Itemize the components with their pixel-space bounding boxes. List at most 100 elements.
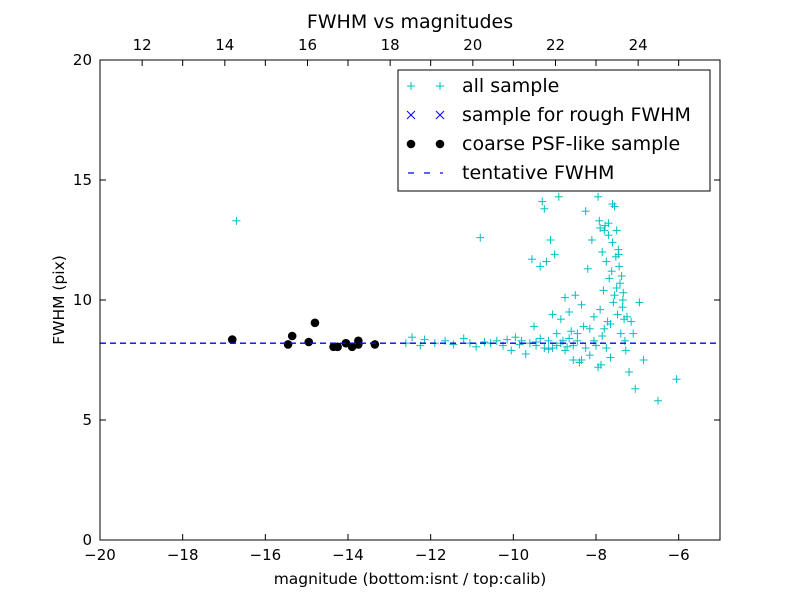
psf-like-point — [310, 318, 320, 328]
all-sample-point — [618, 303, 627, 312]
chart-title: FWHM vs magnitudes — [307, 11, 513, 33]
top-x-tick-label: 20 — [463, 36, 482, 54]
all-sample-point — [600, 324, 609, 333]
all-sample-point — [546, 236, 555, 244]
y-axis-title: FWHM (pix) — [50, 255, 68, 345]
x-tick-label: −6 — [668, 546, 690, 564]
all-sample-point — [561, 346, 569, 355]
all-sample-point — [544, 336, 553, 345]
all-sample-point — [614, 250, 623, 259]
legend-label: coarse PSF-like sample — [462, 133, 680, 155]
all-sample-point — [606, 320, 615, 328]
psf-like-point — [283, 340, 293, 349]
all-sample-point — [625, 368, 634, 376]
top-x-tick-label: 12 — [133, 36, 152, 54]
x-tick-label: −8 — [585, 546, 607, 564]
x-tick-label: −14 — [332, 546, 364, 564]
legend: all sample sample for rough FWHM coarse PS… — [397, 69, 711, 192]
all-sample-point — [619, 288, 628, 297]
all-sample-point — [563, 342, 572, 351]
all-sample-point — [585, 324, 594, 333]
psf-like-point — [304, 337, 314, 347]
all-sample-point — [579, 322, 588, 331]
all-sample-point — [610, 291, 619, 300]
all-sample-point — [536, 262, 545, 271]
all-sample-point — [605, 274, 614, 283]
all-sample-point — [612, 284, 621, 292]
legend-entry: tentative FWHM — [408, 162, 614, 184]
y-tick-label: 15 — [73, 171, 92, 189]
all-sample-point — [589, 312, 598, 321]
all-sample-point — [594, 363, 603, 372]
all-sample-point — [573, 329, 582, 338]
all-sample-point — [540, 204, 549, 213]
all-sample-point — [420, 335, 429, 344]
all-sample-point — [609, 298, 618, 307]
x-tick-label: −18 — [167, 546, 199, 564]
x-axis-title: magnitude (bottom:isnt / top:calib) — [274, 570, 547, 588]
all-sample-point — [536, 334, 545, 343]
top-x-tick-label: 14 — [215, 36, 234, 54]
y-tick-label: 10 — [73, 291, 92, 309]
all-sample-point — [635, 298, 644, 307]
all-sample-point — [615, 279, 624, 288]
all-sample-point — [472, 342, 481, 351]
all-sample-point — [608, 238, 617, 247]
legend-plus-marker — [407, 82, 415, 90]
all-sample-point — [627, 317, 636, 326]
all-sample-point — [581, 344, 590, 352]
all-sample-point — [616, 329, 625, 338]
all-sample-point — [544, 345, 553, 354]
all-sample-point — [556, 315, 565, 324]
all-sample-point — [548, 344, 557, 352]
all-sample-point — [604, 219, 613, 228]
all-sample-point — [542, 257, 551, 266]
all-sample-point — [507, 346, 516, 355]
all-sample-point — [449, 340, 458, 349]
all-sample-point — [552, 341, 561, 350]
all-sample-point — [552, 329, 561, 338]
chart-axes: −20 −18 −16 −14 −12 −10 −8 −6 12 14 16 18 20 22 24 0 5 10… — [73, 36, 721, 564]
all-sample-point — [503, 335, 512, 344]
all-sample-point — [631, 384, 640, 393]
all-sample-point — [571, 291, 580, 300]
all-sample-point — [604, 231, 613, 240]
top-x-tick-label: 16 — [298, 36, 317, 54]
legend-x-marker — [435, 110, 445, 120]
x-tick-label: −12 — [415, 546, 447, 564]
all-sample-point — [515, 340, 524, 349]
psf-like-point — [370, 340, 380, 349]
all-sample-point — [492, 336, 501, 345]
all-sample-point — [540, 344, 549, 352]
all-sample-point — [602, 257, 611, 266]
all-sample-point — [595, 216, 604, 225]
all-sample-point — [594, 192, 603, 201]
all-sample-point — [577, 356, 586, 364]
all-sample-point — [602, 344, 611, 352]
all-sample-point — [587, 236, 596, 244]
top-x-tick-label: 24 — [629, 36, 648, 54]
legend-entry: all sample — [407, 75, 559, 97]
legend-entry: sample for rough FWHM — [406, 104, 691, 126]
all-sample-point — [569, 356, 578, 364]
all-sample-point — [480, 338, 489, 346]
legend-label: all sample — [462, 75, 559, 97]
psf-like-point — [287, 331, 297, 341]
all-sample-point — [606, 353, 615, 362]
all-sample-point — [550, 250, 559, 259]
legend-entry: coarse PSF-like sample — [406, 133, 680, 155]
x-tick-label: −20 — [84, 546, 116, 564]
all-sample-point — [607, 267, 616, 276]
all-sample-point — [511, 333, 520, 342]
chart-marks — [100, 192, 720, 405]
legend-box — [397, 69, 711, 192]
all-sample-point — [532, 338, 541, 346]
top-x-tick-label: 18 — [381, 36, 400, 54]
y-tick-label: 5 — [82, 411, 92, 429]
all-sample-point — [599, 286, 608, 295]
all-sample-point — [596, 224, 605, 232]
all-sample-point — [596, 305, 605, 314]
all-sample-point — [598, 332, 607, 340]
